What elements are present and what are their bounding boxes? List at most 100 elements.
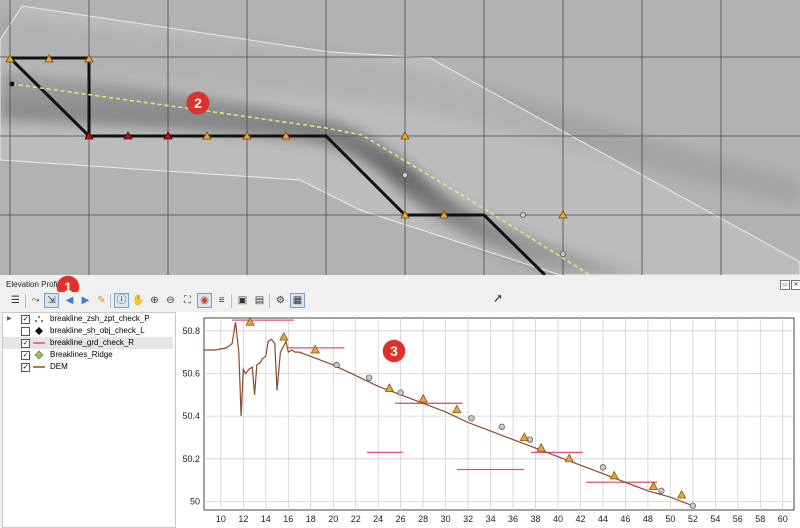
layer-checkbox[interactable]: ✓ [21,339,30,348]
check-points-grey [402,172,566,257]
layer-name: Breaklines_Ridge [50,350,113,359]
panel-title: Elevation Profile [6,280,64,289]
tolerance-icon[interactable]: ≡ [218,294,225,306]
y-tick-label: 50.8 [182,326,200,336]
layer-row[interactable]: ✓ Breaklines_Ridge [3,349,173,361]
x-tick-label: 46 [620,514,630,524]
x-tick-label: 34 [486,514,496,524]
settings-icon[interactable]: ☰ [11,294,20,306]
x-tick-label: 60 [778,514,788,524]
x-tick-label: 58 [755,514,765,524]
diamond-black-symbol-icon [35,327,43,335]
profile-chart-svg[interactable]: 10 12 14 16 18 20 22 24 26 28 30 32 34 36 38 40 42 44 46 48… [176,312,800,528]
check-point [468,415,475,422]
x-tick-label: 26 [396,514,406,524]
panel-title-bar: Elevation Profile 1 ▭ ✕ [0,276,800,298]
close-button[interactable]: ✕ [791,280,800,290]
layer-name: breakline_sh_obj_check_L [50,326,145,335]
x-tick-label: 38 [531,514,541,524]
x-tick-label: 20 [328,514,338,524]
check-point [599,464,607,471]
map-svg[interactable] [0,0,800,275]
expand-arrow-icon[interactable]: ▶ [7,316,12,322]
layer-tree: ▶ ✓ breakline_zsh_zpt_check_P breakline_… [2,312,176,528]
y-tick-label: 50 [190,496,200,506]
toolbar-separator [25,294,26,308]
ridge-point [452,404,462,414]
x-tick-label: 36 [508,514,518,524]
profile-toolbar: ☰ ⤳ ⇲ ◀ ▶ ✎ ⓘ ✋ ⊕ ⊖ ⛶ ◉ ≡ ▣ ▤ ⚙ ▦ [0,292,800,310]
x-tick-label: 52 [688,514,698,524]
x-tick-label: 10 [216,514,226,524]
ridge-point [564,453,574,463]
x-tick-label: 14 [261,514,271,524]
clear-icon[interactable]: ✎ [97,294,106,306]
dem-ridge-light [0,15,800,205]
zoom-full-icon[interactable]: ⛶ [184,294,191,306]
layer-checkbox[interactable]: ✓ [21,351,30,360]
check-vertices-red [84,131,173,140]
x-tick-label: 22 [351,514,361,524]
ridge-vertices [5,54,568,219]
y-tick-label: 50.6 [182,368,200,378]
x-tick-label: 32 [463,514,473,524]
check-point [397,389,404,396]
points-symbol-icon [35,316,43,322]
x-tick-label: 30 [441,514,451,524]
layer-checkbox[interactable] [21,327,30,336]
buffer-polygon [0,5,800,275]
line-brown-symbol-icon [33,366,45,368]
breakline-obj-branch[interactable] [8,56,91,138]
layer-row[interactable]: breakline_sh_obj_check_L [3,325,173,337]
layer-tree-icon[interactable]: ▦ [290,293,305,308]
export-image-icon[interactable]: ▣ [237,294,248,306]
layer-name: DEM [50,362,68,371]
x-tick-label: 28 [418,514,428,524]
x-tick-label: 12 [238,514,248,524]
elevation-profile-plot[interactable]: 10 12 14 16 18 20 22 24 26 28 30 32 34 36 38 40 42 44 46 48… [176,312,800,528]
ridge-point [648,481,659,490]
diamond-green-symbol-icon [34,350,44,360]
options-icon[interactable]: ⚙ [276,294,285,306]
x-tick-label: 54 [710,514,720,524]
layer-checkbox[interactable]: ✓ [21,363,30,372]
layer-name: breakline_grd_check_R [50,338,135,347]
annotation-badge-2: 2 [187,92,209,114]
float-button[interactable]: ▭ [780,280,790,290]
x-tick-label: 18 [306,514,316,524]
annotation-badge-3: 3 [383,340,405,362]
layer-row[interactable]: ✓ DEM [3,361,173,373]
x-tick-label: 40 [553,514,563,524]
check-point [498,423,505,430]
x-tick-label: 42 [575,514,585,524]
layer-name: breakline_zsh_zpt_check_P [50,314,150,323]
ridge-point [609,470,619,480]
export-3d-icon[interactable]: ▤ [254,294,265,306]
layer-checkbox[interactable]: ✓ [21,315,30,324]
nudge-left-icon[interactable]: ◀ [65,294,74,306]
layer-row[interactable]: ✓ breakline_grd_check_R [3,337,173,349]
x-tick-label: 56 [733,514,743,524]
ridge-point [384,383,395,392]
ridge-point [245,317,255,326]
map-canvas[interactable]: 2 [0,0,800,275]
ridge-point [677,489,687,499]
profile-start-marker [9,81,15,87]
ridge-point [418,393,428,403]
pan-icon[interactable]: ✋ [132,294,145,306]
nudge-right-icon[interactable]: ▶ [81,294,90,306]
capture-curve-icon[interactable]: ⤳ [31,294,40,306]
x-tick-label: 44 [598,514,608,524]
snapping-icon[interactable]: ◉ [197,293,212,308]
ridge-point [279,331,289,341]
ridge-point [536,442,546,452]
mouse-cursor-icon: ➚ [493,291,504,305]
layer-row[interactable]: ▶ ✓ breakline_zsh_zpt_check_P [3,313,173,325]
check-point [689,502,697,509]
x-tick-label: 24 [373,514,383,524]
zoom-in-icon[interactable]: ⊕ [150,294,159,306]
capture-from-feature-icon[interactable]: ⇲ [44,293,59,308]
zoom-out-icon[interactable]: ⊖ [166,294,175,306]
identify-icon[interactable]: ⓘ [114,293,129,308]
toolbar-separator [110,294,111,308]
